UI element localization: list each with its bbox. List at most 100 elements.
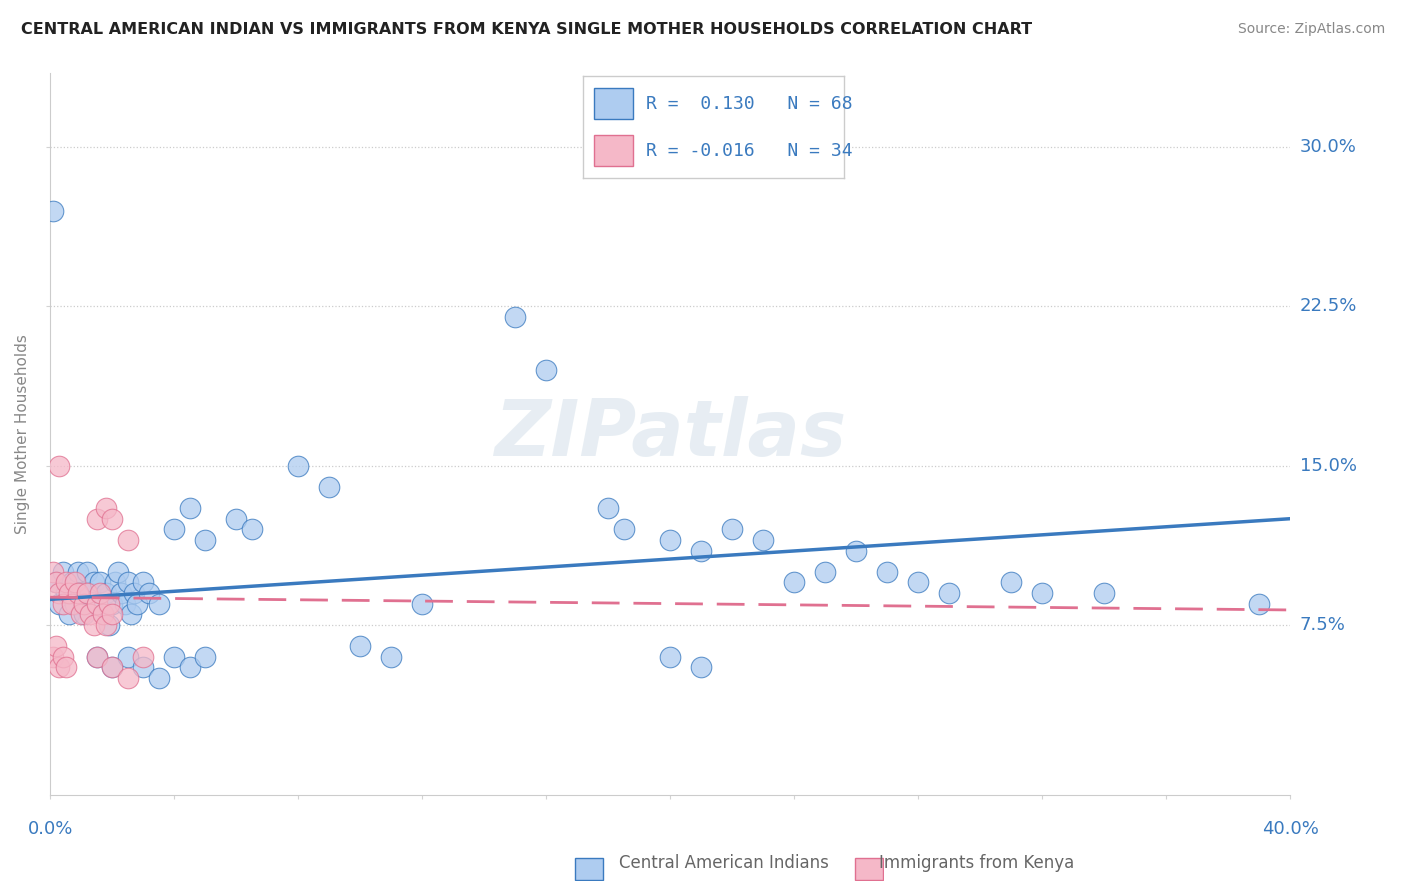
Point: [411, 597, 433, 611]
Point: [79, 586, 101, 600]
Point: [125, 597, 148, 611]
Point: [534, 363, 557, 377]
Point: [287, 458, 309, 473]
Point: [503, 310, 526, 324]
Point: [73, 607, 96, 622]
Point: [83, 575, 105, 590]
Point: [98, 617, 121, 632]
Point: [132, 649, 155, 664]
Point: [138, 586, 160, 600]
Point: [86, 597, 108, 611]
Point: [845, 543, 868, 558]
Point: [659, 533, 682, 547]
Point: [598, 501, 620, 516]
Text: ZIPatlas: ZIPatlas: [494, 396, 846, 472]
Point: [117, 533, 139, 547]
Point: [73, 597, 96, 611]
Text: CENTRAL AMERICAN INDIAN VS IMMIGRANTS FROM KENYA SINGLE MOTHER HOUSEHOLDS CORREL: CENTRAL AMERICAN INDIAN VS IMMIGRANTS FR…: [21, 22, 1032, 37]
Point: [1092, 586, 1115, 600]
Point: [51, 565, 73, 579]
Point: [67, 565, 90, 579]
Text: R = -0.016   N = 34: R = -0.016 N = 34: [645, 142, 852, 160]
Point: [86, 511, 108, 525]
Point: [55, 586, 77, 600]
Text: 15.0%: 15.0%: [1299, 457, 1357, 475]
Point: [938, 586, 960, 600]
Point: [752, 533, 775, 547]
Text: Immigrants from Kenya: Immigrants from Kenya: [879, 855, 1074, 872]
Point: [148, 671, 170, 685]
Point: [179, 501, 201, 516]
Point: [42, 649, 65, 664]
Point: [117, 649, 139, 664]
Point: [48, 586, 70, 600]
Point: [91, 607, 114, 622]
Point: [70, 607, 93, 622]
Point: [721, 522, 744, 536]
Point: [122, 586, 145, 600]
Point: [814, 565, 837, 579]
Point: [132, 575, 155, 590]
Point: [91, 607, 114, 622]
Point: [55, 575, 77, 590]
Point: [117, 671, 139, 685]
Point: [94, 617, 117, 632]
Point: [60, 575, 83, 590]
Point: [86, 649, 108, 664]
Point: [86, 649, 108, 664]
Text: 0.0%: 0.0%: [28, 820, 73, 838]
Point: [101, 660, 124, 674]
Point: [380, 649, 402, 664]
Point: [55, 660, 77, 674]
Point: [659, 649, 682, 664]
Point: [318, 480, 340, 494]
Point: [89, 575, 111, 590]
Point: [349, 639, 371, 653]
Point: [48, 597, 70, 611]
Point: [45, 575, 67, 590]
Point: [60, 597, 83, 611]
Bar: [593, 136, 633, 166]
Bar: [593, 88, 633, 119]
Point: [94, 586, 117, 600]
Point: [76, 586, 98, 600]
Point: [101, 511, 124, 525]
Point: [58, 607, 80, 622]
Point: [1031, 586, 1053, 600]
Point: [1249, 597, 1271, 611]
Point: [58, 586, 80, 600]
Point: [110, 586, 132, 600]
Point: [613, 522, 636, 536]
Point: [42, 565, 65, 579]
Point: [240, 522, 263, 536]
Point: [63, 597, 86, 611]
Point: [1000, 575, 1022, 590]
Point: [690, 660, 713, 674]
Point: [104, 575, 127, 590]
Point: [48, 660, 70, 674]
Point: [163, 649, 186, 664]
Point: [101, 607, 124, 622]
Point: [148, 597, 170, 611]
Text: 7.5%: 7.5%: [1299, 615, 1346, 634]
Point: [132, 660, 155, 674]
Point: [107, 565, 129, 579]
Point: [48, 458, 70, 473]
Text: Central American Indians: Central American Indians: [619, 855, 828, 872]
Text: 40.0%: 40.0%: [1261, 820, 1319, 838]
Text: R =  0.130   N = 68: R = 0.130 N = 68: [645, 95, 852, 112]
Point: [690, 543, 713, 558]
Point: [783, 575, 806, 590]
Point: [114, 597, 136, 611]
Text: 30.0%: 30.0%: [1299, 138, 1357, 156]
Point: [101, 597, 124, 611]
Point: [120, 607, 142, 622]
Point: [86, 597, 108, 611]
Point: [70, 586, 93, 600]
Point: [179, 660, 201, 674]
Point: [117, 575, 139, 590]
Point: [83, 617, 105, 632]
Point: [76, 565, 98, 579]
Point: [98, 597, 121, 611]
Point: [42, 203, 65, 218]
